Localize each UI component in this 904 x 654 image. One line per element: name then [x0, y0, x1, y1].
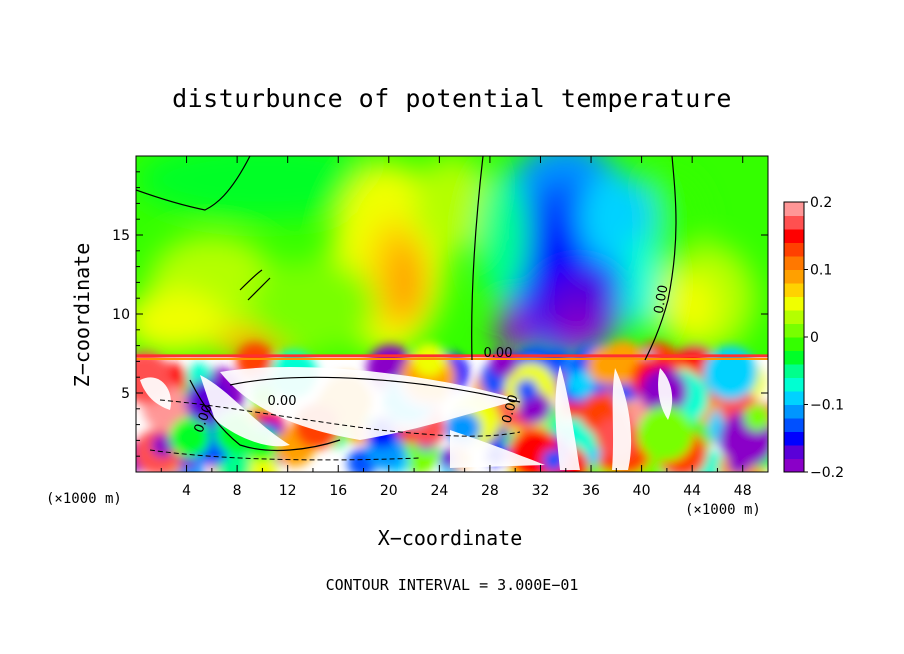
contour-label: 0.00	[268, 394, 297, 409]
x-tick-label: 12	[279, 483, 297, 499]
colorbar-tick-label: −0.2	[810, 465, 844, 481]
colorbar-swatch	[784, 418, 804, 432]
field-white-region	[612, 368, 632, 470]
y-axis: 5 10 15	[112, 171, 768, 457]
field-blob	[390, 241, 426, 324]
x-tick-label: 16	[329, 483, 347, 499]
field-blob	[169, 417, 210, 458]
field-white-region	[220, 367, 520, 440]
field-blob	[477, 171, 528, 299]
y-tick-label: 5	[121, 386, 130, 402]
colorbar-swatch	[784, 337, 804, 351]
colorbar-swatch	[784, 283, 804, 297]
colorbar-swatch	[784, 215, 804, 230]
field-blob	[553, 310, 604, 349]
contour-line	[189, 379, 341, 452]
colorbar-swatch	[784, 310, 804, 324]
field-white-region	[200, 375, 290, 447]
chart-title: disturbunce of potential temperature	[172, 84, 732, 113]
contour-lines	[136, 156, 677, 461]
colorbar-swatch	[784, 350, 804, 365]
colorbar-swatch	[784, 404, 804, 419]
colorbar-swatch	[784, 269, 804, 284]
colorbar: 0.2 0.1 0 −0.1 −0.2	[783, 195, 844, 481]
colorbar-tick-label: 0	[810, 330, 819, 346]
contour-line	[136, 156, 251, 211]
upper-layer	[136, 156, 756, 362]
x-tick-label: 8	[233, 483, 242, 499]
colorbar-swatch	[784, 364, 804, 378]
field-blob	[249, 258, 377, 354]
field-blob	[566, 370, 595, 398]
field-blob	[414, 156, 490, 251]
colorbar-swatch	[784, 256, 804, 270]
contour-line	[247, 277, 271, 301]
contour-label: 0.00	[500, 393, 522, 425]
colorbar-swatch	[784, 323, 804, 338]
x-tick-label: 36	[582, 483, 600, 499]
x-axis-unit-left: (×1000 m)	[46, 491, 122, 507]
y-tick-label: 15	[112, 228, 130, 244]
field-blob	[666, 274, 718, 338]
colorbar-tick-label: −0.1	[810, 398, 844, 414]
colorbar-swatch	[784, 431, 804, 446]
field-blob	[744, 404, 768, 431]
x-tick-label: 44	[683, 483, 701, 499]
colorbar-swatch	[784, 229, 804, 243]
field-blob	[727, 452, 750, 472]
field-blob	[136, 290, 225, 354]
heatmap-field	[136, 156, 768, 472]
field-white-region	[140, 377, 171, 410]
x-tick-label: 48	[734, 483, 752, 499]
contour-line	[239, 269, 263, 291]
x-tick-label: 40	[633, 483, 651, 499]
colorbar-swatch	[784, 377, 804, 392]
colorbar-tick-label: 0.2	[810, 195, 832, 211]
x-tick-label: 24	[430, 483, 448, 499]
y-axis-label: Z−coordinate	[70, 242, 94, 388]
contour-label: 0.00	[652, 284, 672, 315]
y-tick-label: 10	[112, 307, 130, 323]
field-blob	[587, 346, 626, 385]
contour-line	[644, 156, 677, 361]
contour-line	[471, 156, 484, 361]
field-blob	[622, 235, 661, 330]
field-blob	[703, 346, 758, 400]
x-tick-label: 4	[182, 483, 191, 499]
colorbar-swatch	[784, 458, 804, 473]
colorbar-swatch	[784, 391, 804, 405]
field-white-region	[658, 368, 673, 420]
field-white-region	[555, 365, 580, 470]
field-blob	[151, 434, 175, 458]
contour-interval-note: CONTOUR INTERVAL = 3.000E−01	[325, 576, 579, 594]
contour-label: 0.00	[484, 346, 513, 361]
field-blob	[515, 379, 538, 401]
field-blob	[496, 306, 535, 354]
colorbar-swatch	[784, 445, 804, 459]
colorbar-swatch	[784, 242, 804, 257]
colorbar-tick-label: 0.1	[810, 263, 832, 279]
x-tick-label: 20	[380, 483, 398, 499]
x-tick-label: 28	[481, 483, 499, 499]
x-axis-unit-right: (×1000 m)	[685, 502, 761, 518]
field-white-region	[450, 430, 545, 468]
x-tick-label: 32	[532, 483, 550, 499]
colorbar-swatch	[784, 202, 804, 216]
x-axis: 4 8 12 16 20 24 28 32 36 40 44 48	[160, 156, 752, 499]
x-axis-label: X−coordinate	[377, 526, 523, 550]
contour-line-negative	[149, 449, 421, 461]
field-blob	[637, 406, 694, 462]
contour-line	[229, 376, 521, 403]
colorbar-swatch	[784, 296, 804, 311]
field-blob	[136, 156, 389, 220]
